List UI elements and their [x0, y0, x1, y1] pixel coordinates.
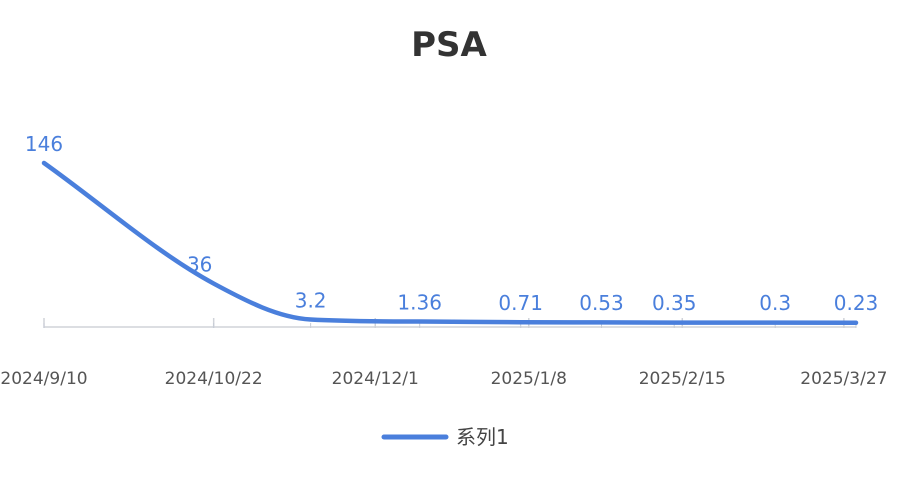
data-point-0	[42, 161, 46, 165]
data-point-5	[599, 320, 603, 324]
legend-label: 系列1	[456, 425, 509, 449]
data-label-6: 0.35	[652, 291, 697, 315]
data-point-7	[773, 321, 777, 325]
data-label-2: 3.2	[295, 288, 327, 312]
x-tick-label-1: 2024/10/22	[165, 369, 263, 389]
data-labels: 146 36 3.2 1.36 0.71 0.53 0.35 0.3 0.23	[25, 132, 878, 315]
data-label-5: 0.53	[579, 291, 624, 315]
data-point-6	[672, 321, 676, 325]
x-tick-label-4: 2025/2/15	[639, 369, 726, 389]
data-point-4	[519, 320, 523, 324]
series-line	[41, 160, 859, 325]
data-label-8: 0.23	[834, 291, 879, 315]
data-label-0: 146	[25, 132, 63, 156]
data-label-1: 36	[187, 253, 212, 277]
legend: 系列1	[381, 425, 509, 449]
x-tick-label-0: 2024/9/10	[0, 369, 87, 389]
data-point-3	[418, 320, 422, 324]
x-tick-label-3: 2025/1/8	[491, 369, 567, 389]
data-point-1	[212, 282, 216, 286]
chart-title: PSA	[411, 25, 487, 65]
x-tick-label-2: 2024/12/1	[332, 369, 419, 389]
series-markers	[42, 161, 858, 325]
x-axis-tick-labels: 2024/9/10 2024/10/22 2024/12/1 2025/1/8 2025…	[0, 369, 887, 389]
data-label-3: 1.36	[397, 291, 442, 315]
x-tick-label-5: 2025/3/27	[800, 369, 887, 389]
data-label-4: 0.71	[498, 291, 543, 315]
data-label-7: 0.3	[759, 291, 791, 315]
data-point-8	[854, 321, 858, 325]
data-point-2	[309, 317, 313, 321]
